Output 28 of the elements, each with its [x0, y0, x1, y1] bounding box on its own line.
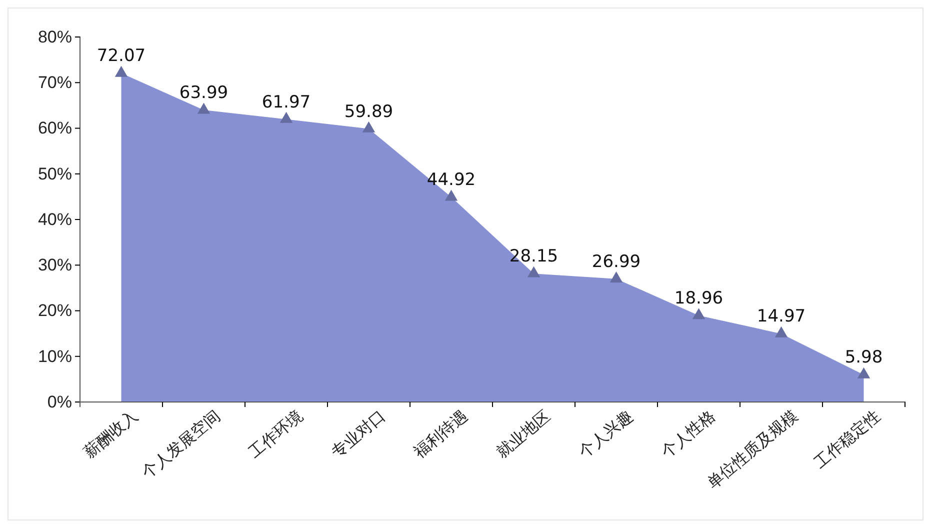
data-label: 61.97 [262, 92, 311, 112]
x-tick-label: 福利待遇 [410, 406, 472, 462]
y-tick-label: 30% [38, 256, 72, 275]
data-label: 5.98 [844, 348, 883, 368]
data-label: 18.96 [674, 288, 724, 308]
data-label: 63.99 [179, 83, 228, 104]
data-label: 44.92 [426, 170, 476, 190]
y-tick-label: 70% [38, 73, 72, 92]
data-label: 72.07 [96, 46, 146, 66]
x-tick-label: 专业对口 [328, 406, 389, 462]
x-tick-label: 薪酬收入 [80, 406, 142, 462]
x-tick-label: 就业地区 [493, 406, 554, 462]
x-tick-label: 个人性格 [658, 406, 719, 462]
x-tick-label: 工作环境 [246, 406, 306, 462]
y-tick-label: 0% [47, 392, 72, 412]
y-tick-label: 40% [38, 210, 72, 229]
y-tick-label: 60% [38, 118, 72, 138]
y-tick-label: 50% [38, 164, 72, 184]
y-tick-label: 80% [38, 27, 72, 46]
x-tick-label: 工作稳定性 [810, 406, 884, 472]
y-tick-label: 10% [38, 346, 72, 366]
x-tick-label: 个人兴趣 [576, 406, 636, 462]
x-tick-label: 个人发展空间 [138, 406, 224, 482]
y-tick-label: 20% [38, 301, 72, 320]
data-label: 26.99 [592, 252, 641, 272]
data-label: 14.97 [756, 306, 806, 327]
data-label: 59.89 [344, 102, 394, 122]
data-label: 28.15 [509, 246, 558, 267]
